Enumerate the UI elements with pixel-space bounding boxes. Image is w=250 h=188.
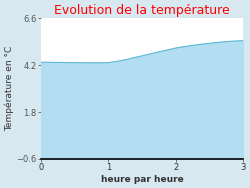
Title: Evolution de la température: Evolution de la température	[54, 4, 230, 17]
X-axis label: heure par heure: heure par heure	[101, 175, 184, 184]
Y-axis label: Température en °C: Température en °C	[4, 46, 14, 131]
